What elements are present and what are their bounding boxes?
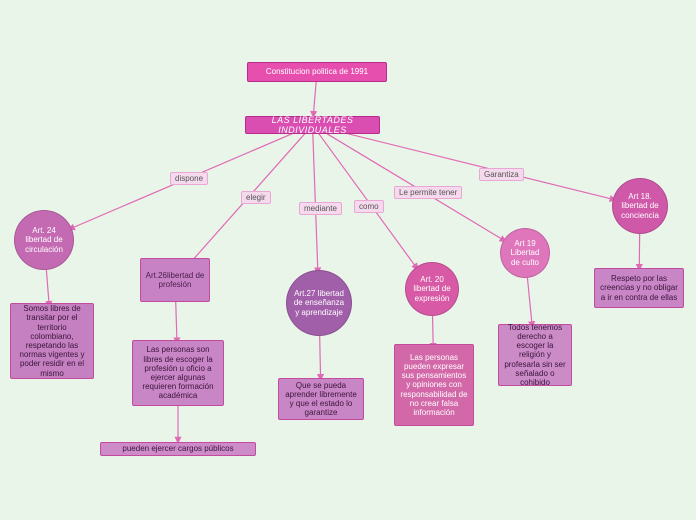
node-root: Constitucion politica de 1991 <box>247 62 387 82</box>
node-desc24: Somos libres de transitar por el territo… <box>10 303 94 379</box>
node-desc26b: pueden ejercer cargos públicos <box>100 442 256 456</box>
edge-label-garantiza: Garantiza <box>479 168 524 181</box>
node-desc26: Las personas son libres de escoger la pr… <box>132 340 224 406</box>
edge-label-mediante: mediante <box>299 202 342 215</box>
edge-label-dispone: dispone <box>170 172 208 185</box>
edge-label-como: como <box>354 200 384 213</box>
node-art19: Art 19 Libertad de culto <box>500 228 550 278</box>
node-desc18: Respeto por las creencias y no obligar a… <box>594 268 684 308</box>
edge-label-permite: Le permite tener <box>394 186 462 199</box>
node-desc20: Las personas pueden expresar sus pensami… <box>394 344 474 426</box>
node-desc27: Que se pueda aprender libremente y que e… <box>278 378 364 420</box>
node-art20: Art. 20 libertad de expresión <box>405 262 459 316</box>
node-art26: Art.26libertad de profesión <box>140 258 210 302</box>
node-art18: Art 18. libertad de conciencia <box>612 178 668 234</box>
node-art24: Art. 24 libertad de circulación <box>14 210 74 270</box>
node-desc19: Todos tenemos derecho a escoger la relig… <box>498 324 572 386</box>
node-center: LAS LIBERTADES INDIVIDUALES <box>245 116 380 134</box>
node-art27: Art.27 libertad de enseñanza y aprendiza… <box>286 270 352 336</box>
edge-label-elegir: elegir <box>241 191 271 204</box>
